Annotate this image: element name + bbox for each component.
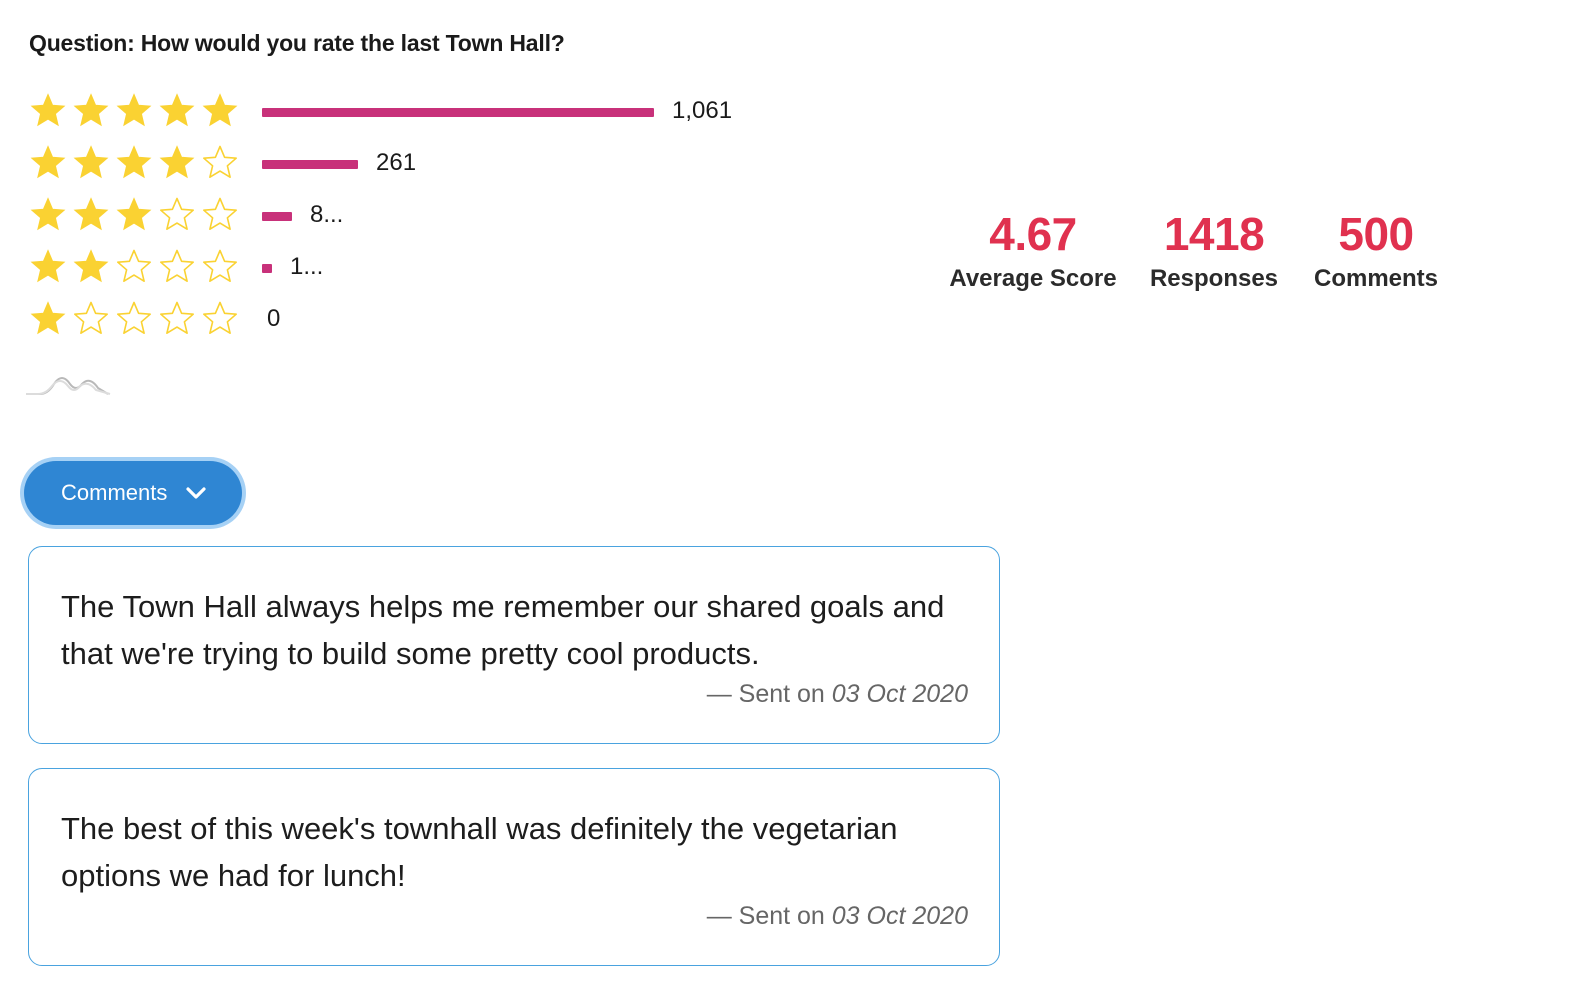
star-outline-icon: [115, 300, 158, 340]
stat-responses: 1418 Responses: [1126, 205, 1302, 295]
rating-row: 1...: [29, 244, 789, 296]
comment-date: 03 Oct 2020: [831, 680, 968, 708]
rating-bar: [262, 264, 272, 273]
comments-dropdown-button[interactable]: Comments: [24, 461, 242, 525]
sparkline-icon: [26, 377, 111, 395]
rating-bar: [262, 108, 654, 117]
comment-text: The Town Hall always helps me remember o…: [61, 589, 945, 671]
star-outline-icon: [201, 300, 244, 340]
star-filled-icon: [29, 92, 72, 132]
star-rating: [29, 144, 244, 184]
rating-count: 0: [267, 305, 281, 332]
comment-text: The best of this week's townhall was def…: [61, 811, 898, 893]
stat-label: Comments: [1313, 265, 1439, 292]
star-filled-icon: [115, 92, 158, 132]
stat-value: 4.67: [989, 208, 1077, 260]
question-title: Question: How would you rate the last To…: [29, 30, 565, 56]
stat-comments: 500 Comments: [1302, 205, 1450, 295]
star-outline-icon: [158, 196, 201, 236]
star-filled-icon: [72, 144, 115, 184]
star-filled-icon: [72, 92, 115, 132]
comment-date: 03 Oct 2020: [831, 902, 968, 930]
star-rating: [29, 248, 244, 288]
rating-count: 261: [376, 149, 417, 176]
star-filled-icon: [158, 92, 201, 132]
rating-count: 1...: [290, 253, 324, 280]
stat-value: 500: [1338, 208, 1414, 260]
rating-count: 1,061: [672, 97, 733, 124]
comments-button-label: Comments: [61, 480, 168, 505]
rating-row: 1,061: [29, 88, 789, 140]
sent-prefix: — Sent on: [706, 902, 832, 930]
rating-bar: [262, 160, 358, 169]
star-filled-icon: [29, 196, 72, 236]
star-filled-icon: [29, 248, 72, 288]
star-filled-icon: [29, 144, 72, 184]
comment-card: The Town Hall always helps me remember o…: [28, 546, 1000, 744]
stat-value: 1418: [1163, 208, 1265, 260]
star-rating: [29, 196, 244, 236]
star-filled-icon: [115, 144, 158, 184]
star-rating: [29, 300, 244, 340]
rating-row: 0: [29, 296, 789, 348]
star-rating: [29, 92, 244, 132]
rating-bar: [262, 212, 292, 221]
star-outline-icon: [201, 248, 244, 288]
star-filled-icon: [72, 248, 115, 288]
star-filled-icon: [72, 196, 115, 236]
star-filled-icon: [115, 196, 158, 236]
rating-count: 8...: [310, 201, 344, 228]
star-outline-icon: [115, 248, 158, 288]
rating-distribution: 1,061 261 8... 1... 0: [29, 88, 789, 348]
star-filled-icon: [201, 92, 244, 132]
star-outline-icon: [158, 248, 201, 288]
summary-stats: 4.67 Average Score 1418 Responses 500 Co…: [940, 205, 1450, 295]
chevron-down-icon: [186, 487, 206, 499]
stat-label: Average Score: [949, 265, 1117, 292]
comment-sent-date: — Sent on 03 Oct 2020: [707, 680, 968, 709]
rating-row: 261: [29, 140, 789, 192]
star-outline-icon: [158, 300, 201, 340]
rating-row: 8...: [29, 192, 789, 244]
star-filled-icon: [29, 300, 72, 340]
star-outline-icon: [201, 196, 244, 236]
comment-card: The best of this week's townhall was def…: [28, 768, 1000, 966]
star-outline-icon: [201, 144, 244, 184]
sent-prefix: — Sent on: [706, 680, 832, 708]
stat-label: Responses: [1149, 265, 1279, 292]
stat-average-score: 4.67 Average Score: [940, 205, 1126, 295]
comment-sent-date: — Sent on 03 Oct 2020: [707, 902, 968, 931]
star-filled-icon: [158, 144, 201, 184]
star-outline-icon: [72, 300, 115, 340]
